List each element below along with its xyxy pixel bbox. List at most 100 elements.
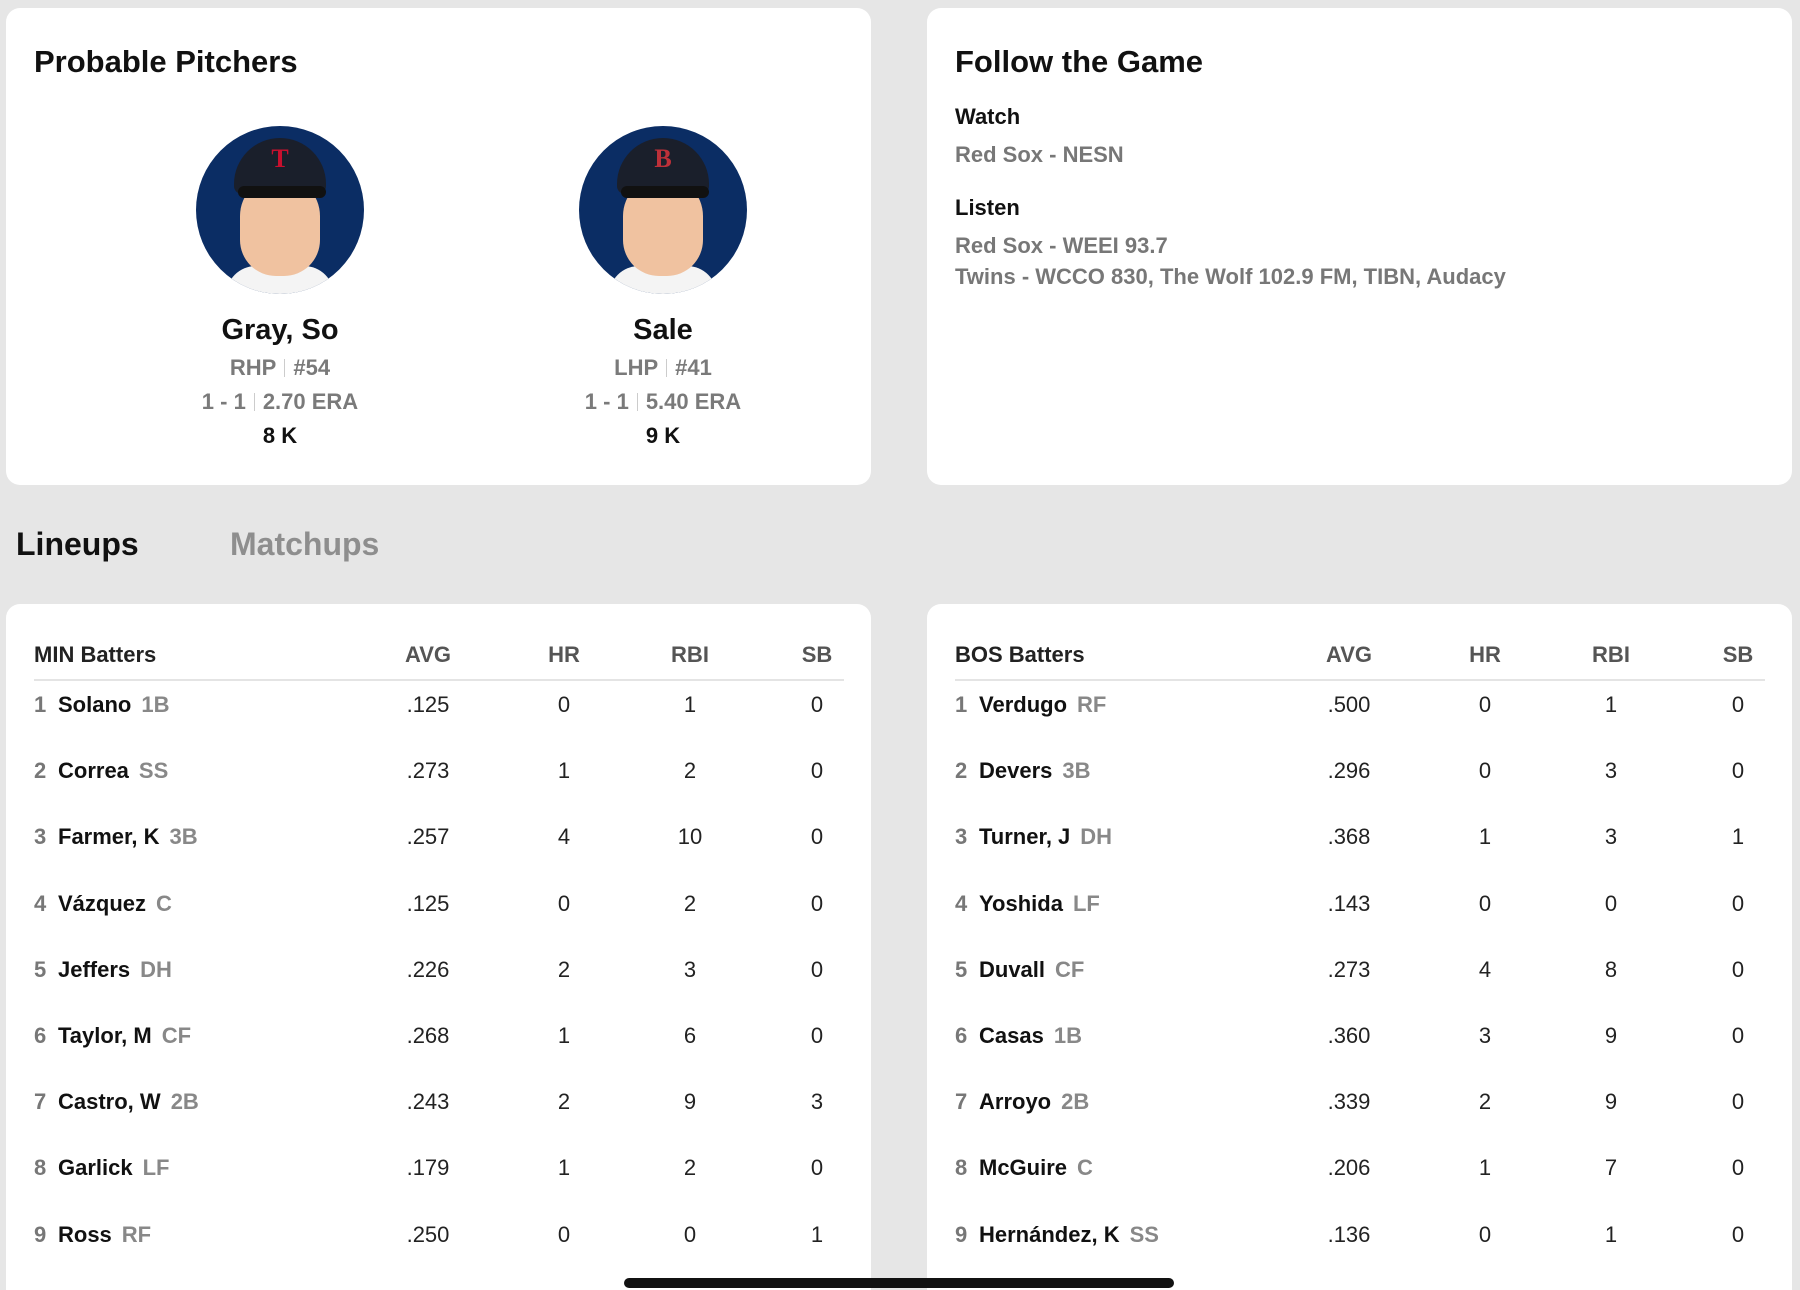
player-name[interactable]: Hernández, K <box>979 1221 1120 1247</box>
stat-hr: 0 <box>1478 758 1492 784</box>
player-name[interactable]: Duvall <box>979 956 1046 982</box>
stat-sb: 0 <box>810 890 824 916</box>
player-name[interactable]: Farmer, K <box>58 824 160 850</box>
player-name[interactable]: Castro, W <box>58 1089 161 1115</box>
stat-hr: 2 <box>557 1089 571 1115</box>
batting-order: 3 <box>955 824 968 850</box>
pitcher-gray[interactable]: T Gray, So RHP #54 1 - 1 2.70 ERA 8 K <box>150 126 410 449</box>
table-row[interactable]: 9 Hernández, K SS .136 0 1 0 <box>927 1216 1792 1282</box>
pitcher-era: 2.70 ERA <box>262 389 359 414</box>
player-name[interactable]: Garlick <box>58 1155 133 1181</box>
player-cell[interactable]: Ross RF <box>58 1222 151 1248</box>
pitcher-headshot: B <box>579 126 747 294</box>
player-position: C <box>156 890 172 916</box>
table-row[interactable]: 3 Turner, J DH .368 1 3 1 <box>927 818 1792 884</box>
pitcher-number: #54 <box>293 355 331 380</box>
player-cell[interactable]: Turner, J DH <box>979 824 1112 850</box>
player-position: C <box>1077 1155 1093 1181</box>
stat-rbi: 7 <box>1604 1155 1618 1181</box>
table-row[interactable]: 4 Vázquez C .125 0 2 0 <box>6 885 871 951</box>
batting-order: 6 <box>34 1023 47 1048</box>
pitcher-era: 5.40 ERA <box>645 389 742 414</box>
player-cell[interactable]: Casas 1B <box>979 1023 1082 1049</box>
player-cell[interactable]: McGuire C <box>979 1155 1093 1181</box>
probable-pitchers-card: Probable Pitchers T Gray, So RHP #54 1 - … <box>6 8 871 485</box>
player-name[interactable]: Yoshida <box>979 890 1063 916</box>
table-row[interactable]: 1 Verdugo RF .500 0 1 0 <box>927 686 1792 752</box>
player-cell[interactable]: Farmer, K 3B <box>58 824 198 850</box>
pitcher-name[interactable]: Gray, So <box>221 314 339 346</box>
stat-rbi: 6 <box>683 1023 697 1048</box>
stat-sb: 1 <box>810 1221 824 1247</box>
listen-station: Red Sox - WEEI 93.7 <box>955 233 1168 258</box>
table-row[interactable]: 2 Correa SS .273 1 2 0 <box>6 752 871 818</box>
table-row[interactable]: 7 Arroyo 2B .339 2 9 0 <box>927 1083 1792 1149</box>
twins-logo-icon: T <box>271 144 289 173</box>
stat-avg: .360 <box>1327 1023 1371 1048</box>
bos-lineup-card: BOS Batters AVG HR RBI SB 1 Verdugo RF .500… <box>927 604 1792 1290</box>
stat-sb: 0 <box>1731 1155 1745 1181</box>
min-lineup-card: MIN Batters AVG HR RBI SB 1 Solano 1B .125 0… <box>6 604 871 1290</box>
player-cell[interactable]: Castro, W 2B <box>58 1089 199 1115</box>
pitcher-strikeouts: 9 K <box>645 423 681 448</box>
player-name[interactable]: Devers <box>979 758 1053 784</box>
table-row[interactable]: 6 Taylor, M CF .268 1 6 0 <box>6 1017 871 1083</box>
player-cell[interactable]: Correa SS <box>58 758 168 784</box>
tab-matchups[interactable]: Matchups <box>230 526 380 562</box>
stat-avg: .136 <box>1327 1221 1371 1247</box>
player-cell[interactable]: Hernández, K SS <box>979 1222 1159 1248</box>
table-row[interactable]: 8 McGuire C .206 1 7 0 <box>927 1149 1792 1215</box>
player-cell[interactable]: Arroyo 2B <box>979 1089 1089 1115</box>
player-cell[interactable]: Duvall CF <box>979 957 1084 983</box>
table-row[interactable]: 5 Duvall CF .273 4 8 0 <box>927 951 1792 1017</box>
stat-sb: 0 <box>810 1155 824 1181</box>
player-name[interactable]: Correa <box>58 758 129 784</box>
player-name[interactable]: Taylor, M <box>58 1023 152 1048</box>
table-row[interactable]: 3 Farmer, K 3B .257 4 10 0 <box>6 818 871 884</box>
table-row[interactable]: 9 Ross RF .250 0 0 1 <box>6 1216 871 1282</box>
stat-rbi: 0 <box>683 1221 697 1247</box>
player-name[interactable]: Vázquez <box>58 890 147 916</box>
column-header-avg: AVG <box>1325 642 1373 667</box>
player-name[interactable]: Verdugo <box>979 692 1068 717</box>
player-name[interactable]: Ross <box>58 1221 112 1247</box>
player-name[interactable]: Casas <box>979 1023 1044 1048</box>
header-divider <box>955 679 1765 681</box>
table-row[interactable]: 5 Jeffers DH .226 2 3 0 <box>6 951 871 1017</box>
player-position: 2B <box>1061 1089 1090 1115</box>
player-cell[interactable]: Garlick LF <box>58 1155 170 1181</box>
player-name[interactable]: Arroyo <box>979 1089 1052 1115</box>
home-indicator <box>624 1278 1174 1288</box>
pitcher-sale[interactable]: B Sale LHP #41 1 - 1 5.40 ERA 9 K <box>533 126 793 449</box>
stat-avg: .339 <box>1327 1089 1371 1115</box>
pitcher-record: 1 - 1 <box>201 389 246 414</box>
table-row[interactable]: 7 Castro, W 2B .243 2 9 3 <box>6 1083 871 1149</box>
table-row[interactable]: 6 Casas 1B .360 3 9 0 <box>927 1017 1792 1083</box>
player-cell[interactable]: Taylor, M CF <box>58 1023 191 1049</box>
player-cell[interactable]: Solano 1B <box>58 692 169 718</box>
stat-hr: 1 <box>557 758 571 784</box>
batting-order: 8 <box>34 1155 47 1181</box>
player-name[interactable]: McGuire <box>979 1155 1068 1181</box>
batting-order: 2 <box>34 758 47 784</box>
table-row[interactable]: 2 Devers 3B .296 0 3 0 <box>927 752 1792 818</box>
player-cell[interactable]: Yoshida LF <box>979 891 1100 917</box>
player-name[interactable]: Jeffers <box>58 956 131 982</box>
stat-hr: 0 <box>557 1221 571 1247</box>
table-row[interactable]: 8 Garlick LF .179 1 2 0 <box>6 1149 871 1215</box>
table-row[interactable]: 1 Solano 1B .125 0 1 0 <box>6 686 871 752</box>
batting-order: 1 <box>34 692 47 717</box>
tab-lineups[interactable]: Lineups <box>16 526 139 562</box>
player-name[interactable]: Solano <box>58 692 132 717</box>
stat-hr: 1 <box>1478 1155 1492 1181</box>
stat-hr: 0 <box>1478 692 1492 717</box>
player-cell[interactable]: Devers 3B <box>979 758 1091 784</box>
player-name[interactable]: Turner, J <box>979 824 1071 850</box>
table-row[interactable]: 4 Yoshida LF .143 0 0 0 <box>927 885 1792 951</box>
player-cell[interactable]: Verdugo RF <box>979 692 1106 718</box>
player-position: RF <box>1077 692 1107 717</box>
player-cell[interactable]: Jeffers DH <box>58 957 172 983</box>
stat-avg: .273 <box>406 758 450 784</box>
player-cell[interactable]: Vázquez C <box>58 891 172 917</box>
pitcher-name[interactable]: Sale <box>633 314 693 346</box>
